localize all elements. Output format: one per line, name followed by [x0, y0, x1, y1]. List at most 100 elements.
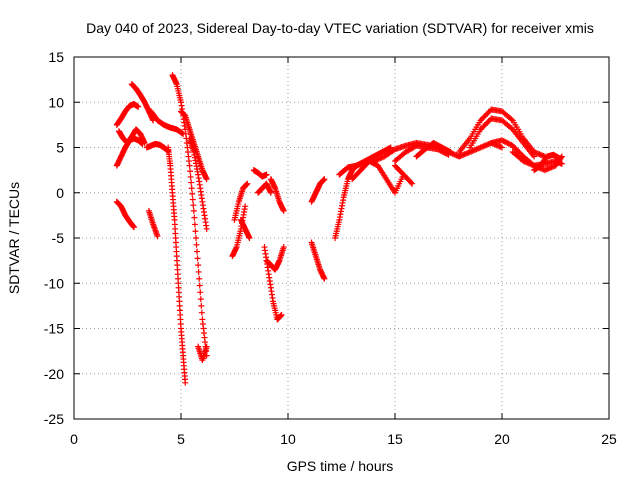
data-point — [321, 176, 328, 183]
series-arc-22 — [308, 239, 328, 282]
data-point — [482, 120, 489, 127]
x-tick-label: 5 — [177, 431, 185, 447]
series-arc-16 — [237, 216, 253, 241]
data-point — [197, 296, 204, 303]
data-point — [203, 225, 210, 232]
data-point — [190, 207, 197, 214]
series-arc-15 — [231, 180, 251, 223]
data-point — [188, 179, 195, 186]
data-point — [187, 173, 194, 180]
data-point — [512, 145, 519, 152]
series-arc-20 — [255, 180, 274, 196]
x-tick-label: 0 — [70, 431, 78, 447]
data-point — [478, 115, 485, 122]
data-point — [195, 268, 202, 275]
data-point — [198, 309, 205, 316]
y-tick-label: -10 — [44, 275, 64, 291]
series-arc-08 — [148, 108, 187, 137]
series-arc-04 — [115, 126, 148, 146]
x-tick-label: 15 — [387, 431, 403, 447]
series-arc-21 — [267, 176, 287, 214]
data-point — [194, 248, 201, 255]
y-tick-label: 5 — [56, 140, 64, 156]
data-point — [499, 144, 505, 151]
series-arc-05 — [128, 81, 157, 124]
data-point — [556, 155, 563, 162]
data-point — [447, 149, 454, 156]
series-arc-32 — [466, 115, 538, 160]
series-arc-13 — [195, 343, 210, 364]
data-point — [515, 148, 522, 155]
data-point — [481, 122, 488, 129]
data-point — [189, 190, 196, 197]
data-point — [509, 142, 516, 149]
data-point — [193, 241, 200, 248]
data-point — [485, 118, 492, 125]
data-point — [513, 146, 520, 153]
series-arc-26 — [349, 158, 407, 196]
data-point — [484, 110, 491, 117]
series-arc-12 — [186, 135, 210, 232]
x-tick-labels: 0 5 10 15 20 25 — [70, 431, 617, 447]
data-point — [190, 202, 197, 209]
data-point — [187, 168, 194, 175]
data-point — [242, 203, 249, 210]
data-point — [500, 137, 507, 144]
data-points-layer — [113, 72, 565, 386]
series-arc-31 — [456, 106, 548, 160]
data-point — [197, 289, 204, 296]
data-point — [191, 214, 198, 221]
data-point — [267, 189, 274, 196]
data-point — [516, 149, 523, 156]
x-tick-label: 20 — [494, 431, 510, 447]
y-tick-label: -5 — [52, 230, 65, 246]
data-point — [194, 255, 201, 262]
data-point — [511, 144, 518, 151]
series-arc-01 — [113, 101, 142, 128]
data-point — [390, 147, 397, 154]
x-axis-label: GPS time / hours — [287, 458, 394, 474]
data-point — [192, 235, 199, 241]
data-point — [280, 207, 287, 214]
data-point — [482, 111, 489, 118]
series-arc-30 — [392, 162, 416, 187]
series-arc-34 — [456, 139, 505, 160]
data-point — [499, 137, 505, 144]
data-point — [558, 160, 565, 167]
data-point — [195, 262, 202, 269]
series-arc-17 — [250, 167, 270, 180]
series-arc-03 — [113, 198, 137, 231]
data-point — [192, 228, 199, 235]
series-arc-06 — [143, 140, 172, 155]
chart-title: Day 040 of 2023, Sidereal Day-to-day VTE… — [86, 20, 594, 36]
data-point — [477, 117, 484, 124]
y-tick-label: -25 — [44, 411, 64, 427]
y-tick-labels: 15 10 5 0 -5 -10 -15 -20 -25 — [44, 49, 64, 427]
series-arc-23 — [308, 176, 328, 205]
data-point — [480, 114, 487, 121]
data-point — [141, 139, 148, 146]
data-point — [191, 221, 198, 228]
series-arc-19 — [263, 244, 287, 273]
data-point — [321, 275, 328, 282]
data-point — [280, 244, 287, 251]
data-point — [505, 140, 512, 147]
y-axis-label: SDTVAR / TECUs — [6, 182, 22, 294]
data-point — [278, 311, 285, 318]
data-point — [189, 196, 196, 203]
series-arc-36 — [531, 151, 563, 174]
data-point — [508, 125, 515, 132]
data-point — [504, 139, 511, 146]
data-point — [182, 379, 189, 386]
x-tick-label: 25 — [601, 431, 617, 447]
series-arc-29 — [413, 139, 454, 160]
series-arc-09 — [165, 144, 189, 386]
data-point — [507, 141, 514, 148]
data-point — [531, 153, 538, 160]
data-point — [203, 176, 210, 183]
y-tick-label: 0 — [56, 185, 64, 201]
data-point — [486, 107, 493, 114]
data-point — [203, 343, 210, 350]
